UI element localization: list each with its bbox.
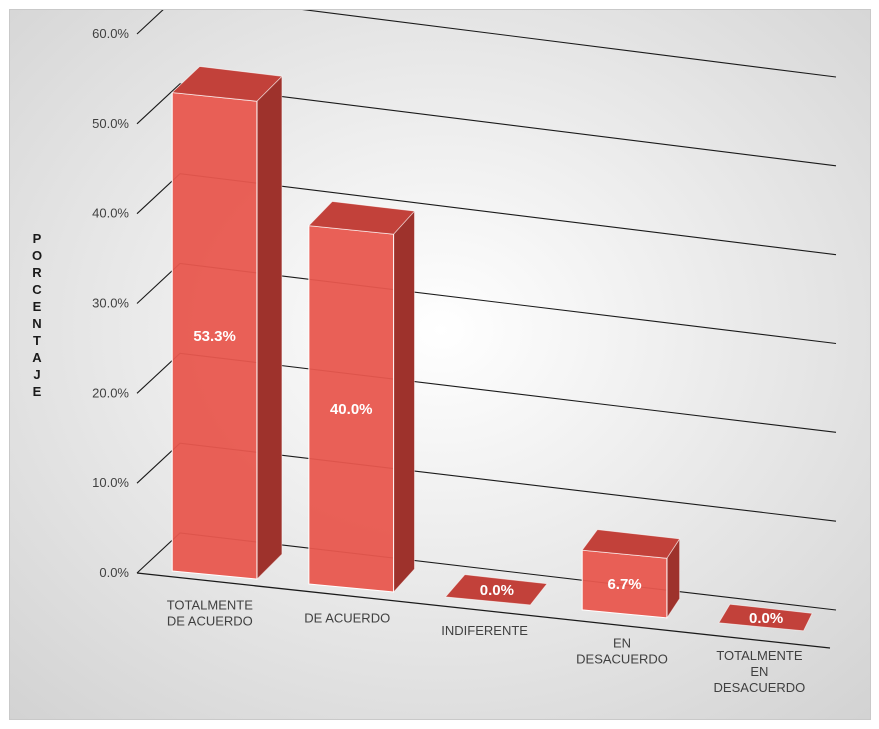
y-tick-label: 20.0%	[92, 385, 129, 400]
data-label: 40.0%	[330, 401, 373, 418]
data-label: 53.3%	[193, 328, 236, 345]
category-label: TOTALMENTE EN DESACUERDO	[714, 648, 806, 695]
data-label: 0.0%	[480, 582, 514, 599]
category-label: EN DESACUERDO	[576, 635, 668, 666]
data-label: 0.0%	[749, 610, 783, 627]
chart-container: 0.0% 10.0% 20.0% 30.0% 40.0% 50.0% 60.0% 53.3% T…	[9, 9, 871, 720]
bar	[718, 603, 813, 632]
x-axis-line	[136, 572, 831, 649]
gridline	[136, 10, 837, 78]
bar	[308, 201, 416, 594]
bar-top	[444, 574, 548, 606]
category-label: TOTALMENTE DE ACUERDO	[167, 598, 254, 629]
y-tick-label: 10.0%	[92, 475, 129, 490]
y-tick-label: 30.0%	[92, 296, 129, 311]
y-tick-label: 50.0%	[92, 116, 129, 131]
chart-background	[10, 10, 870, 719]
bar	[444, 574, 548, 606]
bar-side	[393, 210, 415, 594]
bar-side	[256, 75, 283, 581]
category-label: INDIFERENTE	[441, 623, 528, 638]
bar-top	[581, 529, 681, 559]
bar-top	[308, 201, 416, 235]
y-tick-label: 40.0%	[92, 206, 129, 221]
bar	[581, 529, 681, 620]
y-tick-label: 0.0%	[99, 565, 129, 580]
gridline	[136, 83, 837, 167]
bar	[171, 66, 283, 581]
bar-chart-3d: 0.0% 10.0% 20.0% 30.0% 40.0% 50.0% 60.0% 53.3% T…	[10, 10, 870, 719]
data-label: 6.7%	[607, 576, 641, 593]
y-tick-label: 60.0%	[92, 26, 129, 41]
bar-top	[171, 66, 283, 102]
bar-top	[718, 603, 813, 632]
category-label: DE ACUERDO	[304, 610, 390, 625]
